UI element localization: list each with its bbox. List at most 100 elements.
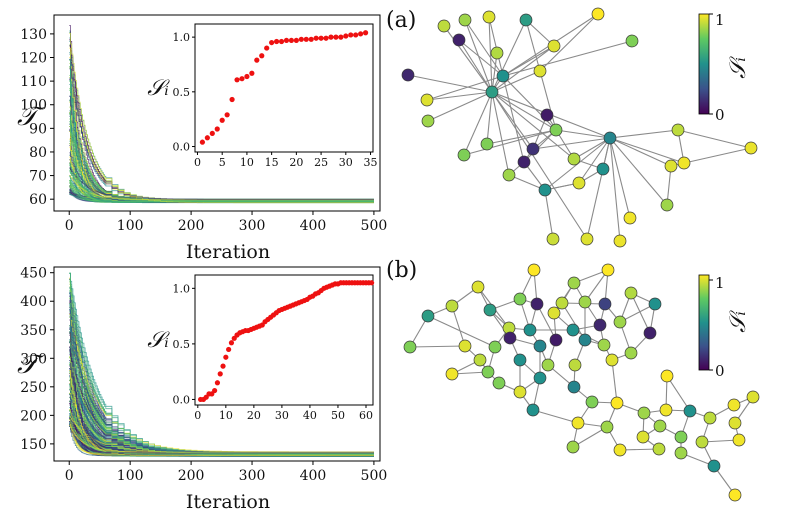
top-network-edge xyxy=(488,16,504,77)
top-ytick-label: 100 xyxy=(20,98,47,114)
top-inset-point xyxy=(362,30,369,36)
top-inset-point xyxy=(278,38,285,45)
colorbar-bottom-label-1: 1 xyxy=(715,274,725,292)
bottom-inset-frame xyxy=(194,274,374,406)
top-inset-xtick-label: 20 xyxy=(289,156,303,169)
bottom-network-node xyxy=(605,353,619,367)
bottom-inset-point xyxy=(212,387,218,394)
bottom-network-node xyxy=(703,411,717,425)
top-inset-point xyxy=(283,37,290,44)
bottom-network-node xyxy=(533,371,547,385)
top-inset-point xyxy=(244,73,250,80)
top-network-node xyxy=(421,114,435,128)
bottom-network-node xyxy=(571,416,585,430)
top-inset-point xyxy=(239,76,245,82)
top-network-edge xyxy=(491,91,575,160)
top-network-node xyxy=(437,19,451,33)
bottom-ytick-label: 350 xyxy=(20,323,47,339)
bottom-network-node xyxy=(403,340,417,354)
bottom-network-node xyxy=(732,433,746,447)
top-axes-frame xyxy=(53,14,381,212)
top-network-node xyxy=(452,33,466,47)
bottom-inset-xtick-label: 60 xyxy=(359,409,373,422)
colorbar-top-gradient xyxy=(698,13,710,115)
bottom-network-edge xyxy=(532,409,579,424)
bottom-network-edge xyxy=(572,426,608,448)
bottom-inset-xtick-label: 40 xyxy=(303,409,317,422)
top-xtick-label: 300 xyxy=(239,218,266,234)
top-network-node xyxy=(671,123,685,137)
top-network-node xyxy=(546,232,560,246)
bottom-network-edge xyxy=(561,302,586,341)
top-network-node xyxy=(660,198,674,212)
top-inset-point xyxy=(328,34,334,40)
panel-label-a: (a) xyxy=(386,8,416,33)
colorbar-bottom-gradient xyxy=(698,274,710,371)
bottom-network-node xyxy=(527,263,541,277)
bottom-inset-point xyxy=(220,363,226,369)
top-inset-point xyxy=(214,126,220,132)
bottom-network-node xyxy=(523,323,537,337)
bottom-network-node xyxy=(567,276,581,290)
top-inset-ytick-label: 1.0 xyxy=(173,31,191,44)
top-inset-point xyxy=(269,39,275,46)
top-network-node xyxy=(496,69,510,83)
bottom-network-node xyxy=(674,446,688,460)
top-inset-point xyxy=(323,35,329,41)
bottom-network-node xyxy=(549,333,563,347)
bottom-inset-ytick-label: 0.5 xyxy=(173,338,191,351)
top-network-node xyxy=(596,162,610,176)
top-network-node xyxy=(420,93,434,107)
top-network-node xyxy=(519,13,533,27)
top-network-edge xyxy=(463,91,493,156)
bottom-inset-point xyxy=(228,340,235,346)
bottom-network-node xyxy=(503,331,517,345)
top-inset-point xyxy=(303,36,309,42)
bottom-network-edge xyxy=(619,303,656,323)
bottom-inset-point xyxy=(368,280,375,286)
top-inset-point xyxy=(264,45,270,51)
top-inset-point xyxy=(348,32,354,38)
bottom-network-node xyxy=(541,358,555,372)
top-network-node xyxy=(549,123,563,137)
top-inset-xtick-label: 35 xyxy=(364,156,378,169)
bottom-network-node xyxy=(660,369,674,383)
top-xtick-label: 200 xyxy=(178,218,205,234)
bottom-network-node xyxy=(683,404,697,418)
top-inset-frame xyxy=(194,23,374,153)
top-network-edge xyxy=(525,19,541,72)
top-network-edge xyxy=(458,39,493,93)
top-network-node xyxy=(458,13,472,27)
network-bottom xyxy=(403,263,760,502)
top-network-edge xyxy=(426,75,504,101)
bottom-inset-point xyxy=(214,380,221,386)
top-network-node xyxy=(533,64,547,78)
bottom-inset-xtick-label: 20 xyxy=(247,409,261,422)
top-inset-point xyxy=(298,36,304,42)
bottom-network-node xyxy=(597,338,611,352)
top-network-node xyxy=(482,10,496,24)
top-run-line xyxy=(69,32,374,204)
top-xlabel: Iteration xyxy=(186,241,270,263)
top-xtick-label: 400 xyxy=(300,218,327,234)
bottom-network-edge xyxy=(584,269,609,303)
top-network-edge xyxy=(426,91,493,101)
bottom-inset-points xyxy=(198,280,375,403)
top-network-edge xyxy=(463,129,557,156)
top-inset-points xyxy=(199,30,369,145)
top-run-line xyxy=(69,58,374,200)
top-network-edge xyxy=(539,70,557,131)
top-network-node xyxy=(457,148,471,162)
bottom-network-node xyxy=(613,315,627,329)
top-network-edge xyxy=(609,137,621,242)
top-ytick-label: 70 xyxy=(29,169,47,185)
top-inset-point xyxy=(234,77,240,83)
top-network-node xyxy=(591,7,605,21)
top-network-edge xyxy=(555,129,611,139)
top-inset-point xyxy=(293,37,299,44)
colorbar-top-label-1: 1 xyxy=(715,11,725,29)
bottom-inset-xtick-label: 50 xyxy=(331,409,345,422)
bottom-network-node xyxy=(566,440,580,454)
top-network-edge xyxy=(609,129,679,139)
top-inset-point xyxy=(259,53,265,59)
